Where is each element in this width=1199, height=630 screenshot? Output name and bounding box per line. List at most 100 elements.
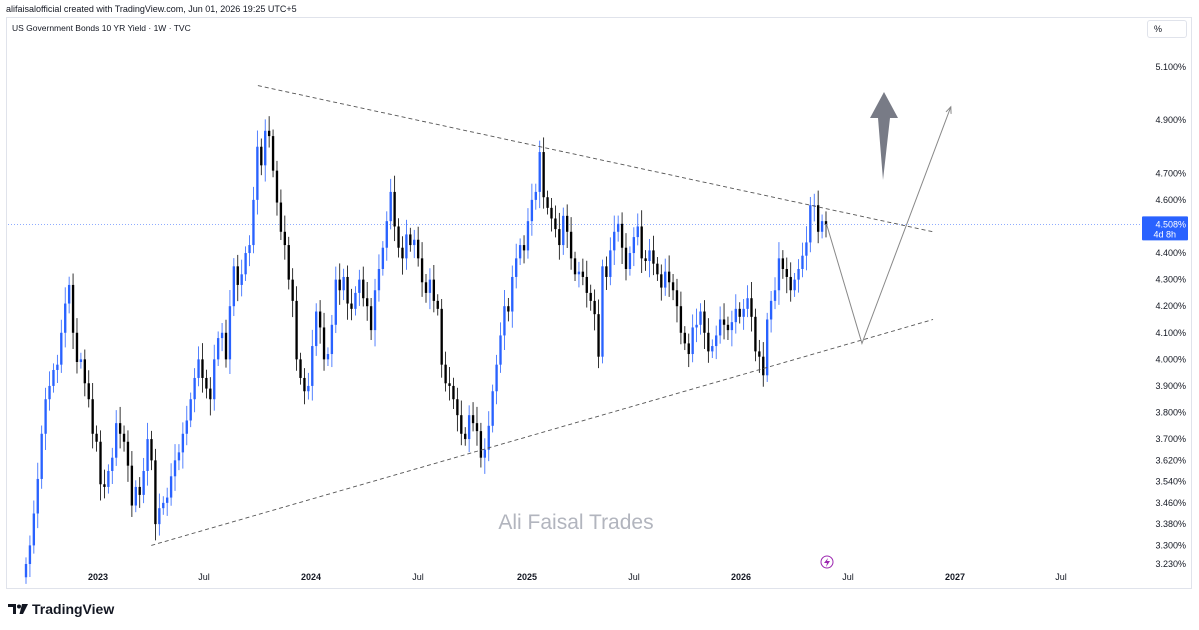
candle-body[interactable] xyxy=(487,425,490,450)
candle-body[interactable] xyxy=(518,245,522,259)
candle-body[interactable] xyxy=(260,146,263,166)
candle-body[interactable] xyxy=(613,231,616,251)
candle-body[interactable] xyxy=(738,308,741,317)
candle-body[interactable] xyxy=(456,399,459,416)
candle-body[interactable] xyxy=(671,282,675,291)
candle-body[interactable] xyxy=(36,478,39,514)
candle-body[interactable] xyxy=(377,268,381,291)
candle-body[interactable] xyxy=(24,564,28,578)
candle-body[interactable] xyxy=(522,245,526,251)
candle-body[interactable] xyxy=(589,292,592,301)
candle-body[interactable] xyxy=(652,250,655,264)
candle-body[interactable] xyxy=(479,431,483,458)
candle-body[interactable] xyxy=(267,130,271,137)
candle-body[interactable] xyxy=(169,476,173,498)
candle-body[interactable] xyxy=(346,276,349,304)
candle-body[interactable] xyxy=(667,271,671,283)
candle-body[interactable] xyxy=(569,231,573,259)
candle-body[interactable] xyxy=(334,279,337,325)
candle-body[interactable] xyxy=(342,276,345,291)
candle-body[interactable] xyxy=(185,420,188,434)
candle-body[interactable] xyxy=(60,332,63,365)
candle-body[interactable] xyxy=(742,308,745,317)
candle-body[interactable] xyxy=(146,439,149,471)
candle-body[interactable] xyxy=(373,290,377,331)
candle-body[interactable] xyxy=(809,205,812,243)
candle-body[interactable] xyxy=(385,221,388,248)
candle-body[interactable] xyxy=(679,306,683,333)
candle-body[interactable] xyxy=(526,221,530,251)
candle-body[interactable] xyxy=(28,545,32,564)
candle-body[interactable] xyxy=(111,457,114,471)
candle-body[interactable] xyxy=(134,486,137,506)
candle-body[interactable] xyxy=(656,263,659,275)
candle-body[interactable] xyxy=(213,359,216,400)
candle-body[interactable] xyxy=(228,306,232,360)
candle-body[interactable] xyxy=(511,276,514,312)
chart-pane[interactable] xyxy=(6,17,1192,589)
candle-body[interactable] xyxy=(601,266,604,357)
candle-body[interactable] xyxy=(32,513,36,546)
candle-body[interactable] xyxy=(244,253,247,275)
candle-body[interactable] xyxy=(130,465,134,506)
candle-body[interactable] xyxy=(150,439,153,461)
candle-body[interactable] xyxy=(793,279,796,291)
candle-body[interactable] xyxy=(209,388,212,400)
candle-body[interactable] xyxy=(67,284,71,304)
candle-body[interactable] xyxy=(616,223,620,232)
candle-body[interactable] xyxy=(675,290,679,307)
candle-body[interactable] xyxy=(593,300,596,315)
candle-body[interactable] xyxy=(746,298,749,309)
candle-body[interactable] xyxy=(781,258,785,269)
candle-body[interactable] xyxy=(416,239,420,259)
candle-body[interactable] xyxy=(820,221,824,232)
candle-body[interactable] xyxy=(338,279,341,291)
candle-body[interactable] xyxy=(330,324,334,355)
candle-body[interactable] xyxy=(628,253,632,269)
candle-body[interactable] xyxy=(640,226,643,259)
candle-body[interactable] xyxy=(224,332,228,360)
candle-body[interactable] xyxy=(542,152,545,198)
candle-body[interactable] xyxy=(766,319,769,376)
percent-scale-button[interactable]: % xyxy=(1147,20,1187,38)
candle-body[interactable] xyxy=(91,399,94,434)
candle-body[interactable] xyxy=(577,271,581,275)
candle-body[interactable] xyxy=(546,197,549,208)
candle-body[interactable] xyxy=(71,284,75,333)
candle-body[interactable] xyxy=(311,346,314,386)
candle-body[interactable] xyxy=(252,199,255,246)
candle-body[interactable] xyxy=(56,364,59,370)
candle-body[interactable] xyxy=(558,229,561,246)
candle-body[interactable] xyxy=(420,258,424,283)
candle-body[interactable] xyxy=(138,486,141,495)
candle-body[interactable] xyxy=(205,377,208,389)
candle-body[interactable] xyxy=(216,338,220,360)
candle-body[interactable] xyxy=(326,354,330,360)
candle-body[interactable] xyxy=(495,364,498,392)
candle-body[interactable] xyxy=(350,303,353,309)
candle-body[interactable] xyxy=(754,316,757,352)
candle-body[interactable] xyxy=(816,205,820,232)
candle-body[interactable] xyxy=(401,247,404,259)
candle-body[interactable] xyxy=(464,433,467,440)
candle-body[interactable] xyxy=(503,306,506,336)
candle-body[interactable] xyxy=(366,298,369,307)
candle-body[interactable] xyxy=(303,377,306,392)
candle-body[interactable] xyxy=(644,258,647,262)
candle-body[interactable] xyxy=(707,332,710,352)
candle-body[interactable] xyxy=(750,298,753,317)
candle-body[interactable] xyxy=(115,423,118,458)
candle-body[interactable] xyxy=(475,423,479,432)
candle-body[interactable] xyxy=(452,385,455,400)
candle-body[interactable] xyxy=(162,502,165,509)
candle-body[interactable] xyxy=(197,359,200,378)
candle-body[interactable] xyxy=(597,314,600,357)
candle-body[interactable] xyxy=(632,237,636,254)
candle-body[interactable] xyxy=(585,276,588,293)
candle-body[interactable] xyxy=(48,385,51,400)
candle-body[interactable] xyxy=(181,433,185,453)
candle-body[interactable] xyxy=(107,470,110,487)
candle-body[interactable] xyxy=(703,311,706,333)
candle-body[interactable] xyxy=(354,292,357,309)
trendline[interactable] xyxy=(257,85,934,233)
